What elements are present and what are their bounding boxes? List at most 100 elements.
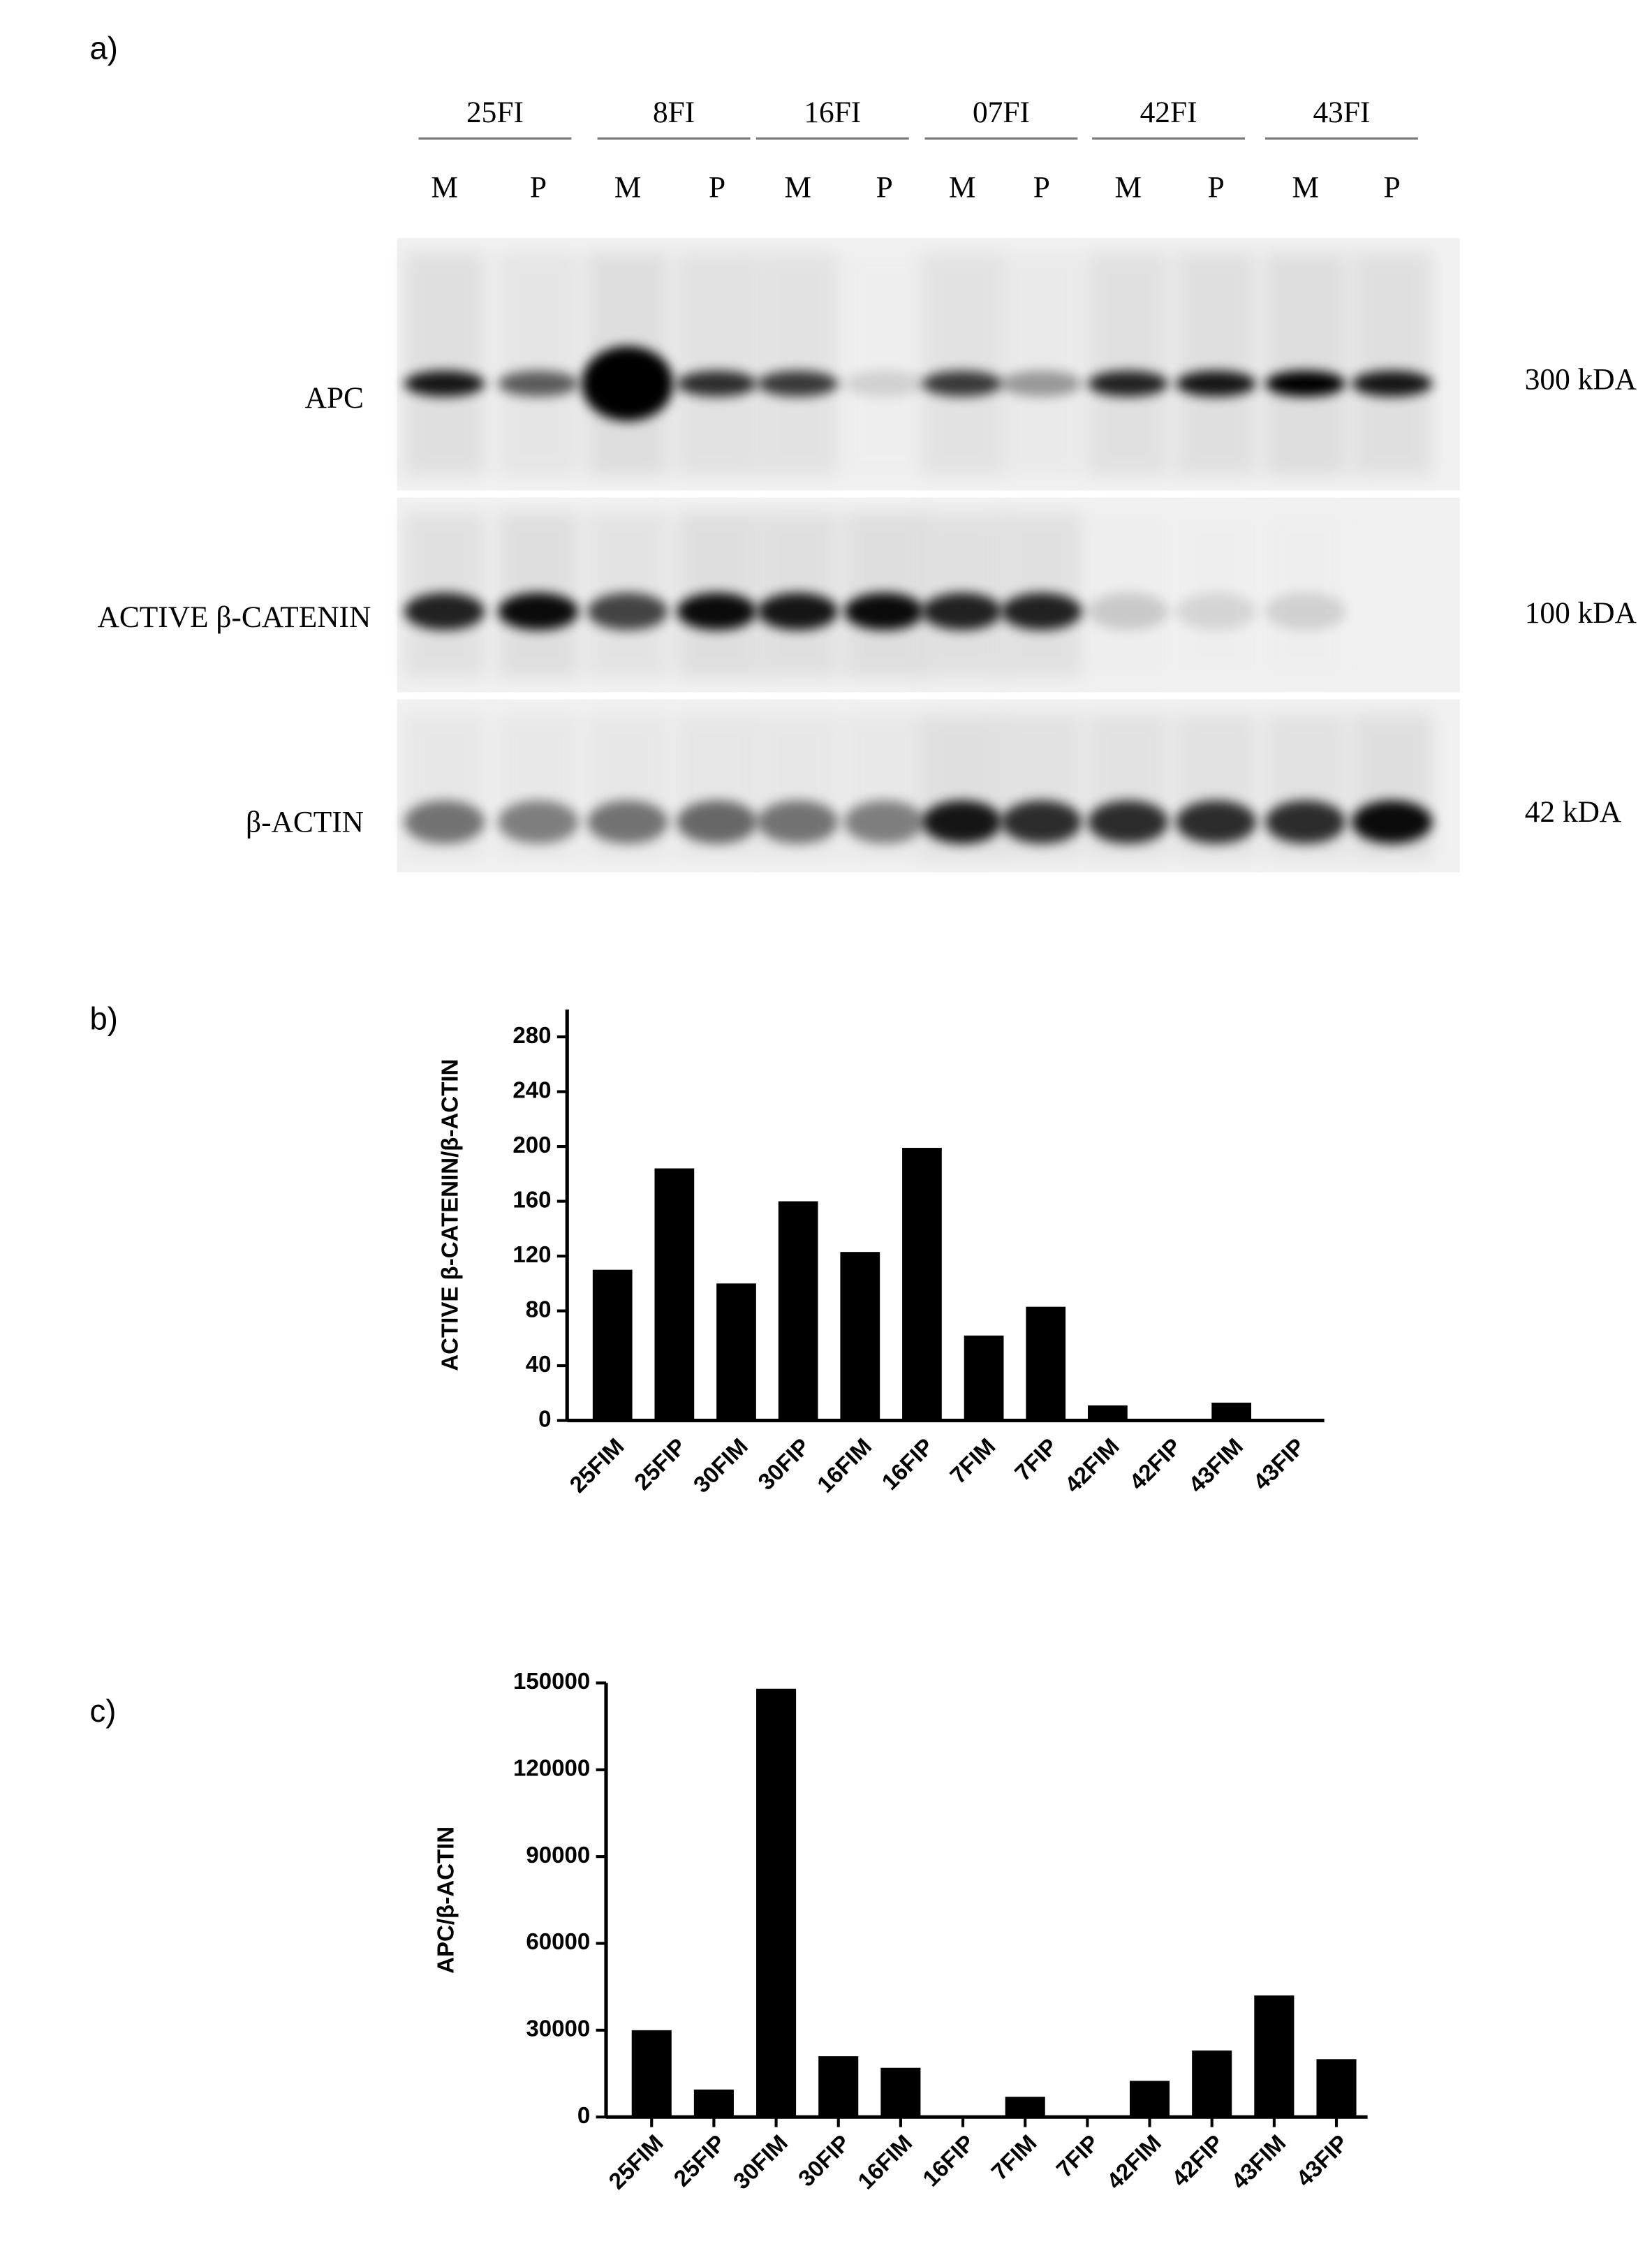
y-tick-label: 0 [538,1406,551,1432]
group-label: 43FI [1313,96,1370,129]
band [757,370,839,397]
group-label: 42FI [1140,96,1197,129]
y-tick-label: 150000 [513,1669,590,1694]
bar [1005,2097,1045,2118]
band [843,800,925,844]
band [677,370,758,397]
lane-smear [922,252,1003,476]
band [1001,370,1082,397]
bar [1026,1306,1066,1421]
y-tick-label: 200 [512,1132,551,1158]
band [498,800,579,844]
lane-label: M [784,171,811,205]
bar [716,1283,756,1421]
x-tick-label: 30FIM [728,2130,792,2194]
lane-label: M [614,171,642,205]
lane-label: M [431,171,458,205]
charts: b) 0 40 80 120 160 200 240 280 ACTIVE β-CATENIN/β… [90,1000,1368,2194]
x-tick-label: 16FIP [877,1433,938,1495]
lane-label: P [709,171,725,205]
bar [1130,2081,1170,2118]
lane-label: P [1384,171,1401,205]
bar-chart: c) 0 30000 60000 90000 120000 150000 APC/β-ACTI… [90,1669,1368,2194]
x-tick-label: 42FIP [1167,2130,1228,2192]
x-tick-label: 16FIM [813,1433,877,1498]
lane-smear [498,252,579,476]
y-axis-title: ACTIVE β-CATENIN/β-ACTIN [438,1059,464,1371]
band [757,592,839,630]
x-tick-label: 25FIM [565,1433,629,1498]
lane-label: M [949,171,976,205]
band [843,592,925,630]
lane-smear [1087,252,1169,476]
bar [654,1168,695,1421]
size-label: 300 kDA [1525,362,1637,396]
panel-label: b) [90,1000,118,1036]
size-label: 42 kDA [1525,795,1622,829]
lane-smear [1001,252,1082,476]
band [1087,592,1169,630]
band [1351,370,1433,397]
bar [1192,2050,1232,2118]
lane-label: M [1292,171,1320,205]
group-label: 25FI [466,96,524,129]
x-tick-label: 43FIP [1292,2130,1353,2192]
lane-smear [843,252,925,476]
lane-label: P [876,171,893,205]
y-tick-label: 80 [526,1297,552,1322]
group-label: 8FI [653,96,695,129]
x-tick-label: 43FIM [1227,2130,1291,2194]
x-tick-label: 43FIM [1184,1433,1248,1498]
lane-smear [404,252,485,476]
y-tick-label: 280 [512,1023,551,1049]
band [1087,370,1169,397]
band [1001,800,1082,844]
band [1001,592,1082,630]
y-tick-label: 120 [512,1242,551,1268]
x-tick-label: 30FIP [753,1433,815,1495]
y-tick-label: 30000 [526,2016,590,2042]
bar [1088,1405,1128,1421]
bar [693,2089,734,2118]
row-label: ACTIVE β-CATENIN [98,600,371,634]
band [1264,592,1346,630]
band [757,800,839,844]
band [922,592,1003,630]
band [1351,800,1433,844]
x-tick-label: 43FIP [1248,1433,1310,1495]
band [1264,370,1346,397]
band [587,800,668,844]
band [922,800,1003,844]
y-tick-label: 240 [512,1077,551,1103]
lane-label: P [1033,171,1050,205]
bar [902,1148,942,1421]
x-tick-label: 7FIM [987,2130,1042,2185]
x-tick-label: 30FIP [793,2130,855,2192]
lane-label: P [1208,171,1225,205]
x-tick-label: 42FIM [1060,1433,1124,1498]
band [677,800,758,844]
bar [1254,1995,1295,2118]
band [1175,800,1257,844]
bar [592,1269,633,1421]
row-label: β-ACTIN [246,805,364,839]
bar [964,1335,1004,1421]
lane-label: P [530,171,547,205]
group-label: 16FI [804,96,861,129]
y-tick-label: 90000 [526,1843,590,1868]
band [677,592,758,630]
group-label: 07FI [973,96,1030,129]
y-tick-label: 40 [526,1352,552,1378]
band [498,370,579,397]
y-tick-label: 160 [512,1187,551,1213]
lane-smear [1264,252,1346,476]
x-tick-label: 16FIM [853,2130,917,2194]
band [843,370,925,397]
bar [778,1201,818,1421]
bar [631,2030,672,2118]
band [1175,592,1257,630]
band [404,592,485,630]
bar [818,2056,859,2118]
y-tick-label: 120000 [513,1756,590,1782]
x-tick-label: 25FIM [604,2130,668,2194]
